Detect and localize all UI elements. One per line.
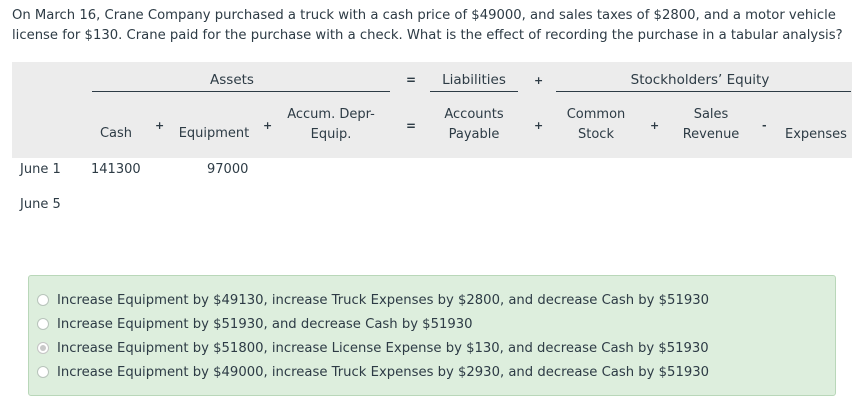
plus-sign: +: [534, 119, 544, 132]
equity-underline: [556, 91, 851, 92]
answer-option-label: Increase Equipment by $51800, increase L…: [57, 340, 709, 356]
accum-depr-column-header: Accum. Depr-: [287, 107, 375, 122]
liabilities-header: Liabilities: [442, 72, 506, 88]
answer-options: Increase Equipment by $49130, increase T…: [28, 275, 836, 396]
tabular-analysis: Assets = Liabilities + Stockholders’ Equ…: [12, 62, 852, 238]
radio-button-selected[interactable]: [37, 342, 49, 354]
answer-option-3[interactable]: Increase Equipment by $51800, increase L…: [37, 338, 709, 358]
answer-option-4[interactable]: Increase Equipment by $49000, increase T…: [37, 362, 709, 382]
answer-option-1[interactable]: Increase Equipment by $49130, increase T…: [37, 290, 709, 310]
row-label-june-5: June 5: [20, 197, 61, 212]
equals-sign: =: [406, 119, 417, 133]
equity-header: Stockholders’ Equity: [630, 72, 770, 88]
question-text: On March 16, Crane Company purchased a t…: [12, 8, 843, 43]
cash-value: 141300: [91, 162, 141, 177]
plus-sign: +: [650, 119, 660, 132]
equals-sign: =: [406, 73, 417, 87]
answer-option-label: Increase Equipment by $51930, and decrea…: [57, 316, 473, 332]
cash-column-header: Cash: [99, 126, 133, 141]
radio-button[interactable]: [37, 318, 49, 330]
common-stock-column-header: Common: [566, 107, 626, 122]
plus-sign: +: [155, 119, 165, 132]
radio-button[interactable]: [37, 294, 49, 306]
equipment-value: 97000: [207, 162, 249, 177]
plus-sign: +: [534, 74, 544, 87]
plus-sign: +: [263, 119, 273, 132]
answer-option-label: Increase Equipment by $49000, increase T…: [57, 364, 710, 380]
accounts-payable-column-header: Payable: [448, 127, 500, 142]
assets-header: Assets: [210, 72, 254, 88]
equipment-column-header: Equipment: [178, 126, 250, 141]
header-band: [12, 62, 852, 158]
sales-revenue-column-header: Revenue: [682, 127, 740, 142]
answer-option-2[interactable]: Increase Equipment by $51930, and decrea…: [37, 314, 473, 334]
answer-option-label: Increase Equipment by $49130, increase T…: [57, 292, 710, 308]
accounts-payable-column-header: Accounts: [444, 107, 504, 122]
minus-sign: -: [762, 119, 767, 132]
row-label-june-1: June 1: [20, 162, 61, 177]
assets-underline: [92, 91, 390, 92]
sales-revenue-column-header: Sales: [693, 107, 729, 122]
common-stock-column-header: Stock: [578, 127, 614, 142]
expenses-column-header: Expenses: [785, 127, 847, 142]
accum-depr-column-header: Equip.: [310, 127, 352, 142]
radio-button[interactable]: [37, 366, 49, 378]
liabilities-underline: [430, 91, 518, 92]
